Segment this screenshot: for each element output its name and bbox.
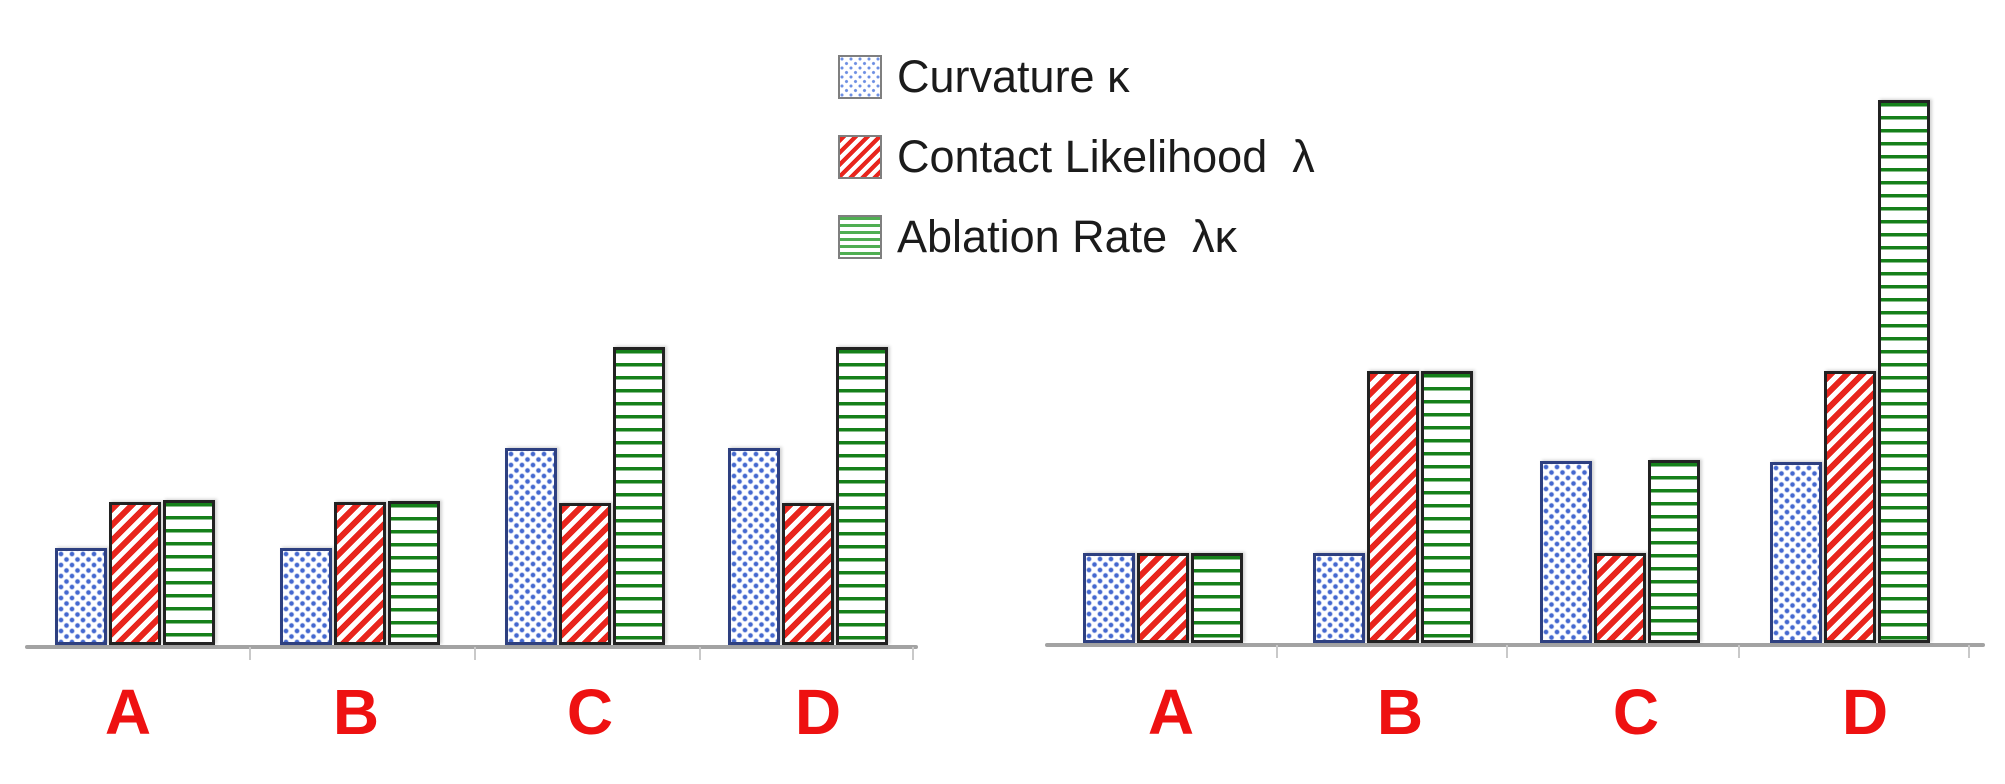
bar-left-B-contact-likelihood — [334, 502, 386, 645]
curvature-swatch-icon — [838, 55, 882, 99]
bar-left-D-curvature — [728, 448, 780, 645]
bar-right-D-ablation-rate — [1878, 100, 1930, 643]
category-label-left-B: B — [332, 676, 380, 748]
ablation-rate-swatch-icon — [838, 215, 882, 259]
legend-item-ablation-rate: Ablation Rate λκ — [838, 211, 1315, 263]
bar-left-A-contact-likelihood — [109, 502, 161, 645]
category-label-right-C: C — [1612, 676, 1660, 748]
axis-tick-right — [1968, 645, 1970, 658]
category-label-right-A: A — [1147, 676, 1195, 748]
bar-right-B-contact-likelihood — [1367, 371, 1419, 643]
bar-right-B-curvature — [1313, 553, 1365, 643]
category-label-right-B: B — [1376, 676, 1424, 748]
axis-tick-right — [1276, 645, 1278, 658]
axis-tick-left — [474, 647, 476, 660]
legend-item-contact-likelihood: Contact Likelihood λ — [838, 131, 1315, 183]
legend-label-ablation-rate: Ablation Rate λκ — [897, 211, 1238, 263]
axis-tick-right — [1506, 645, 1508, 658]
bar-left-C-ablation-rate — [613, 347, 665, 645]
bar-left-C-contact-likelihood — [559, 503, 611, 645]
bar-right-D-curvature — [1770, 462, 1822, 643]
legend-label-curvature: Curvature κ — [897, 51, 1130, 103]
bar-left-D-contact-likelihood — [782, 503, 834, 645]
bar-left-D-ablation-rate — [836, 347, 888, 645]
legend-label-contact-likelihood: Contact Likelihood λ — [897, 131, 1315, 183]
contact-likelihood-swatch-icon — [838, 135, 882, 179]
x-axis-right — [1045, 643, 1985, 647]
bar-left-B-curvature — [280, 548, 332, 645]
bar-left-C-curvature — [505, 448, 557, 645]
axis-tick-left — [699, 647, 701, 660]
bar-right-A-curvature — [1083, 553, 1135, 643]
axis-tick-right — [1738, 645, 1740, 658]
bar-left-A-curvature — [55, 548, 107, 645]
bar-right-C-contact-likelihood — [1594, 553, 1646, 643]
bar-right-A-contact-likelihood — [1137, 553, 1189, 643]
bar-right-D-contact-likelihood — [1824, 371, 1876, 643]
category-label-left-D: D — [794, 676, 842, 748]
category-label-left-C: C — [566, 676, 614, 748]
bar-right-C-curvature — [1540, 461, 1592, 643]
bar-right-A-ablation-rate — [1191, 553, 1243, 643]
bar-right-C-ablation-rate — [1648, 460, 1700, 643]
bar-left-A-ablation-rate — [163, 500, 215, 645]
bar-right-B-ablation-rate — [1421, 371, 1473, 643]
legend: Curvature κ Contact Likelihood λ Ablatio… — [838, 51, 1315, 263]
axis-tick-left — [912, 647, 914, 660]
legend-item-curvature: Curvature κ — [838, 51, 1315, 103]
category-label-right-D: D — [1841, 676, 1889, 748]
bar-left-B-ablation-rate — [388, 501, 440, 645]
axis-tick-left — [249, 647, 251, 660]
category-label-left-A: A — [104, 676, 152, 748]
x-axis-left — [25, 645, 918, 649]
